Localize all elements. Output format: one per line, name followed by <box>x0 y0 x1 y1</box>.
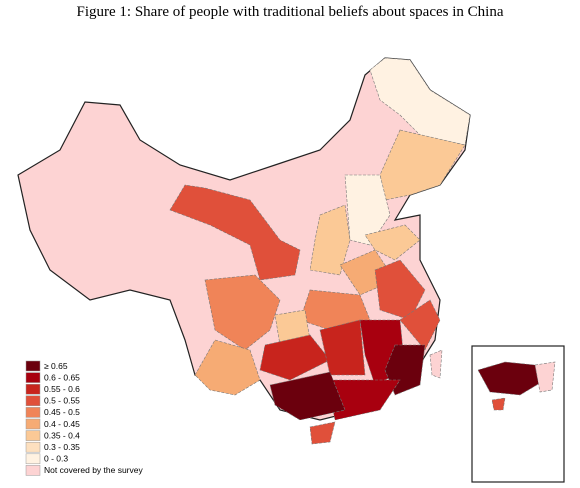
legend-swatch <box>25 372 41 383</box>
legend-swatch <box>25 453 41 465</box>
legend-swatch <box>25 407 41 418</box>
legend-swatch <box>25 383 41 395</box>
inset-region <box>491 397 506 411</box>
china-map <box>17 57 471 445</box>
legend-label: 0.4 - 0.45 <box>44 419 80 429</box>
province <box>309 421 336 445</box>
legend-label: 0.55 - 0.6 <box>44 384 80 394</box>
legend-swatch <box>25 395 41 407</box>
province <box>364 224 421 261</box>
legend-label: 0.35 - 0.4 <box>44 430 80 440</box>
province <box>204 274 281 351</box>
legend-label: 0.45 - 0.5 <box>44 407 80 417</box>
legend-swatch <box>25 430 41 441</box>
legend-swatch <box>25 441 41 453</box>
legend-label: 0.6 - 0.65 <box>44 372 80 382</box>
legend: ≥ 0.650.6 - 0.65 0.55 - 0.6 0.5 - 0.550.45… <box>25 360 143 476</box>
figure-title: Figure 1: Share of people with tradition… <box>77 4 504 20</box>
province <box>429 349 443 379</box>
province <box>194 339 261 396</box>
legend-label: 0 - 0.3 <box>44 454 68 464</box>
legend-label: 0.3 - 0.35 <box>44 442 80 452</box>
province <box>309 204 351 276</box>
inset-map <box>471 345 565 483</box>
province <box>259 334 331 381</box>
province <box>169 184 301 281</box>
legend-label: 0.5 - 0.55 <box>44 396 80 406</box>
province <box>319 319 366 376</box>
province <box>269 371 346 421</box>
inset-region <box>534 361 556 393</box>
inset-region <box>477 361 546 396</box>
legend-label: ≥ 0.65 <box>44 361 68 371</box>
legend-swatch <box>25 360 41 372</box>
legend-swatch <box>25 418 41 430</box>
legend-swatch <box>25 465 41 476</box>
province <box>399 299 441 351</box>
province <box>344 174 391 246</box>
province <box>369 57 471 146</box>
legend-label: Not covered by the survey <box>44 465 143 475</box>
province <box>374 259 426 321</box>
